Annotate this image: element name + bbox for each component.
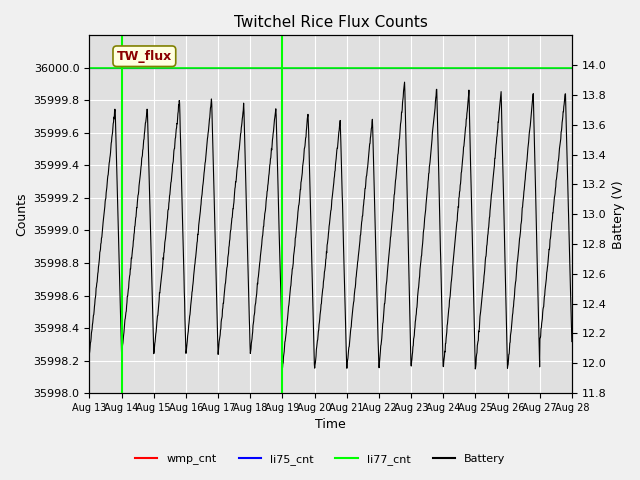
Legend: wmp_cnt, li75_cnt, li77_cnt, Battery: wmp_cnt, li75_cnt, li77_cnt, Battery <box>131 450 509 469</box>
Y-axis label: Battery (V): Battery (V) <box>612 180 625 249</box>
Y-axis label: Counts: Counts <box>15 192 28 236</box>
X-axis label: Time: Time <box>316 419 346 432</box>
Title: Twitchel Rice Flux Counts: Twitchel Rice Flux Counts <box>234 15 428 30</box>
Text: TW_flux: TW_flux <box>116 50 172 63</box>
